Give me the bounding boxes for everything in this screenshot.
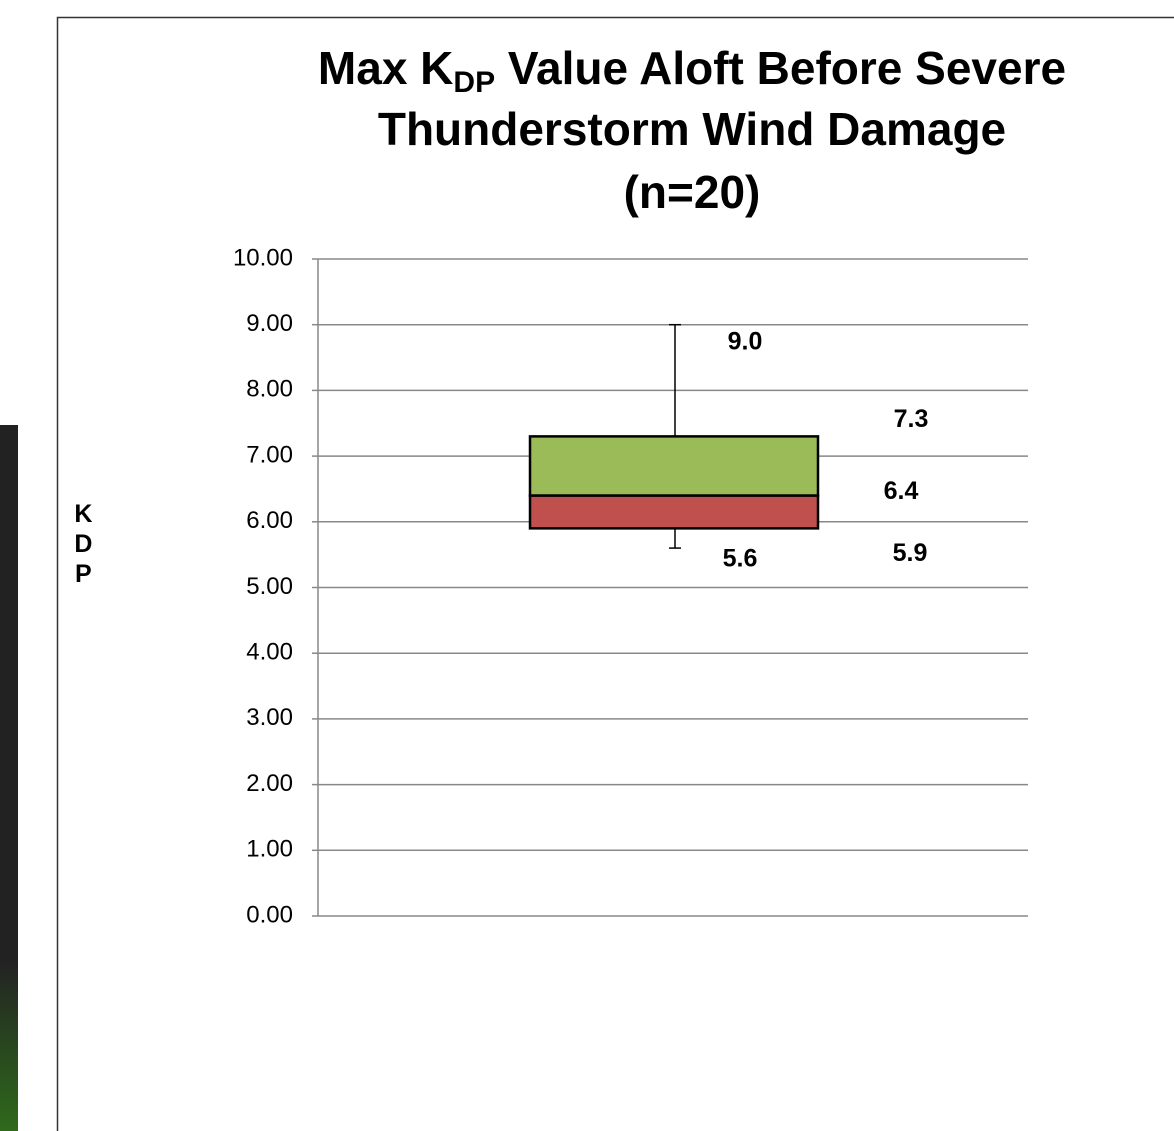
box-upper	[530, 436, 818, 495]
y-axis-label: KDP	[69, 500, 97, 590]
box-lower	[530, 496, 818, 529]
value-label: 5.9	[893, 539, 928, 567]
chart-title: Thunderstorm Wind Damage	[378, 103, 1006, 155]
chart-title: Max KDP Value Aloft Before Severe	[318, 42, 1066, 99]
value-label: 7.3	[894, 405, 929, 433]
y-tick-label: 2.00	[246, 770, 293, 797]
y-tick-label: 0.00	[246, 901, 293, 928]
y-tick-label: 9.00	[246, 310, 293, 337]
y-tick-label: 1.00	[246, 836, 293, 863]
y-tick-label: 7.00	[246, 441, 293, 468]
y-tick-label: 8.00	[246, 376, 293, 403]
value-label: 6.4	[884, 477, 919, 505]
title-part: Value Aloft Before Severe	[495, 42, 1066, 94]
y-tick-label: 4.00	[246, 639, 293, 666]
side-image	[0, 960, 18, 1131]
title-subscript: DP	[453, 66, 495, 99]
chart-title: (n=20)	[624, 166, 761, 218]
frame	[58, 18, 1174, 1131]
y-tick-label: 10.00	[233, 244, 293, 271]
chart: Max KDP Value Aloft Before Severe Thunde…	[0, 0, 1174, 1131]
title-part: Max K	[318, 42, 453, 94]
y-tick-label: 5.00	[246, 573, 293, 600]
value-label: 5.6	[723, 545, 758, 573]
y-tick-label: 3.00	[246, 704, 293, 731]
y-tick-label: 6.00	[246, 507, 293, 534]
value-label: 9.0	[728, 327, 763, 355]
